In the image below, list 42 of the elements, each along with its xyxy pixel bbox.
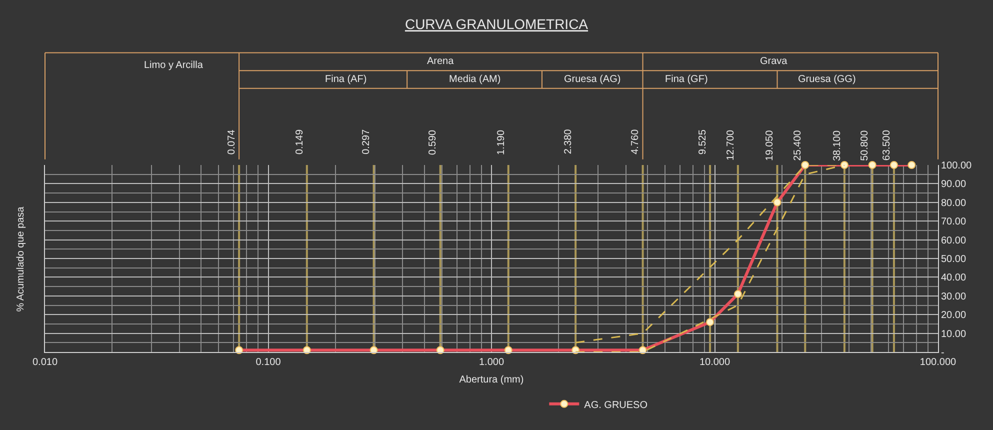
legend-label: AG. GRUESO xyxy=(584,400,648,411)
ref-line-label: 9.525 xyxy=(697,129,708,155)
y-tick-label: 20.00 xyxy=(941,310,966,322)
ref-line-label: 1.190 xyxy=(496,130,507,155)
ref-line-label: 50.800 xyxy=(860,130,871,161)
text: Grava xyxy=(760,56,788,67)
ref-line-label: 0.590 xyxy=(428,129,439,155)
y-tick-label: 40.00 xyxy=(941,272,966,284)
ref-line-label: 25.400 xyxy=(792,130,804,161)
ref-line-label: 0.074 xyxy=(226,129,238,155)
y-tick-label: 10.00 xyxy=(941,328,966,340)
y-tick-label: 60.00 xyxy=(941,235,966,246)
text: Limo y Arcilla xyxy=(144,60,204,71)
ref-line-label: 19.050 xyxy=(764,130,776,161)
x-tick-label: 0.100 xyxy=(256,357,282,368)
text: Gruesa (AG) xyxy=(564,74,621,85)
text: Fina (AF) xyxy=(325,74,367,85)
chart-title: CURVA GRANULOMETRICA xyxy=(404,16,589,32)
text: Media (AM) xyxy=(449,74,501,85)
x-tick-label: 10.000 xyxy=(699,357,730,368)
x-tick-label: 100.000 xyxy=(920,357,957,368)
ref-line-label: 0.149 xyxy=(294,129,306,155)
y-tick-label: 100.00 xyxy=(941,160,972,172)
text: Fina (GF) xyxy=(665,74,708,85)
y-tick-label: 80.00 xyxy=(941,198,966,209)
y-tick-label: 70.00 xyxy=(941,216,966,228)
ref-line-label: 38.100 xyxy=(832,130,843,162)
ref-line-label: 4.760 xyxy=(630,128,642,154)
ref-line-label: 12.700 xyxy=(725,130,736,161)
ref-line-label: 63.500 xyxy=(881,130,892,161)
ref-line-label: 0.297 xyxy=(361,128,372,154)
x-axis-title: Abertura (mm) xyxy=(459,374,524,386)
y-tick-label: - xyxy=(941,348,944,358)
y-axis-title: % Acumulado que pasa xyxy=(16,206,27,312)
x-tick-label: 1.000 xyxy=(478,357,504,368)
text: Gruesa (GG) xyxy=(798,74,856,85)
y-tick-label: 30.00 xyxy=(941,291,966,302)
y-tick-label: 50.00 xyxy=(941,254,966,265)
ref-line-label: 2.380 xyxy=(562,128,574,154)
text: Arena xyxy=(427,56,454,67)
x-tick-label: 0.010 xyxy=(32,357,58,368)
y-tick-label: 90.00 xyxy=(941,179,966,190)
